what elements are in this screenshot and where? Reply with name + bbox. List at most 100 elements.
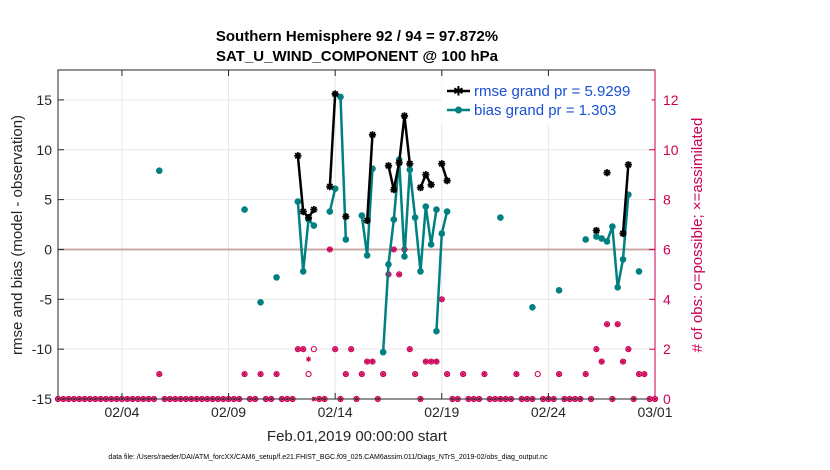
bias-point [294, 198, 302, 205]
rmse-point [400, 112, 409, 120]
x-tick-label: 02/14 [318, 404, 353, 420]
chart-title: Southern Hemisphere 92 / 94 = 97.872% [216, 28, 498, 45]
legend-bias-label: bias grand pr = 1.303 [474, 102, 616, 119]
obs-assimilated-point [599, 359, 605, 365]
obs-markers [54, 246, 659, 403]
obs-assimilated-point [305, 356, 312, 362]
obs-assimilated-point [412, 371, 418, 377]
obs-assimilated-stroke [380, 371, 386, 377]
right-tick-label: 2 [663, 341, 671, 357]
rmse-point-stroke [625, 161, 632, 168]
rmse-point [331, 90, 339, 98]
rmse-line [296, 155, 315, 219]
data-file-footer: data file: /Users/raeder/DAI/ATM_forcXX/… [108, 454, 548, 461]
y-axis-label: rmse and bias (model - observation) [9, 115, 26, 355]
obs-possible-point [310, 346, 317, 353]
rmse-line [328, 93, 337, 187]
obs-assimilated-stroke [412, 371, 418, 377]
rmse-point [406, 160, 414, 168]
legend-rmse-marker: ✱ [453, 85, 464, 100]
rmse-point-stroke [401, 112, 408, 120]
rmse-point [368, 131, 377, 139]
obs-assimilated-stroke [460, 371, 466, 377]
rmse-point [390, 186, 398, 194]
obs-assimilated-point [369, 359, 376, 365]
rmse-point [304, 213, 313, 222]
obs-assimilated-point [556, 371, 562, 377]
right-tick-label: 10 [663, 142, 679, 158]
rmse-point [427, 181, 435, 189]
obs-assimilated-point [604, 321, 610, 327]
obs-assimilated-stroke [620, 359, 626, 364]
obs-assimilated-stroke [348, 346, 354, 352]
x-tick-label: 02/19 [424, 404, 459, 420]
obs-assimilated-point [295, 346, 301, 352]
y-tick-label: 15 [36, 92, 52, 108]
y-tick-label: -15 [32, 391, 52, 407]
obs-assimilated-point [460, 371, 466, 377]
rmse-point-stroke [310, 206, 318, 213]
bias-point [619, 256, 627, 263]
bias-point [438, 230, 446, 237]
y-tick-label: 5 [44, 192, 52, 208]
obs-assimilated-stroke [556, 371, 562, 377]
rmse-point [592, 226, 600, 235]
rmse-point-stroke [363, 217, 371, 224]
obs-assimilated-stroke [636, 371, 642, 377]
bias-line [328, 188, 337, 212]
bias-point [555, 287, 563, 294]
bias-point [310, 222, 318, 229]
obs-assimilated-stroke [599, 359, 604, 364]
obs-assimilated-point [615, 321, 621, 327]
obs-assimilated-stroke [482, 371, 487, 377]
obs-assimilated-stroke [594, 346, 599, 352]
obs-assimilated-stroke [332, 346, 338, 352]
obs-assimilated-point [641, 371, 647, 377]
bias-point [401, 253, 408, 260]
rmse-point [438, 160, 446, 168]
bias-point [433, 206, 440, 213]
legend-box [441, 77, 652, 125]
rmse-point [603, 169, 611, 177]
obs-assimilated-stroke [604, 321, 610, 327]
obs-assimilated-point [433, 359, 440, 365]
y-tick-label: -10 [32, 341, 52, 357]
rmse-point [363, 216, 371, 225]
bias-point [385, 261, 392, 268]
bias-point [417, 268, 424, 275]
bias-point [598, 235, 605, 242]
obs-assimilated-point [620, 359, 626, 365]
obs-assimilated-stroke [642, 371, 647, 377]
bias-point [299, 268, 307, 275]
x-axis-label: Feb.01,2019 00:00:00 start [267, 428, 448, 445]
obs-assimilated-stroke [428, 359, 434, 364]
bias-point [422, 203, 430, 210]
rmse-point [294, 152, 302, 160]
obs-assimilated-point [583, 371, 589, 377]
bias-point [529, 303, 536, 311]
bias-point [342, 236, 350, 243]
rmse-line [621, 164, 630, 234]
y-tick-label: 0 [44, 241, 52, 257]
obs-assimilated-point [380, 371, 386, 377]
obs-assimilated-stroke [300, 346, 306, 352]
obs-assimilated-point [396, 271, 402, 277]
obs-assimilated-point [391, 246, 397, 253]
obs-assimilated-point [343, 371, 349, 377]
rmse-point-stroke [342, 213, 350, 220]
bias-point [363, 252, 371, 259]
bias-point [326, 208, 334, 215]
bias-point [337, 93, 344, 101]
rmse-point-stroke [593, 227, 600, 234]
rmse-point [624, 161, 632, 169]
obs-assimilated-stroke [242, 371, 247, 377]
obs-assimilated-point [428, 359, 434, 365]
obs-assimilated-stroke [359, 371, 365, 377]
rmse-point [619, 229, 627, 238]
rmse-point [299, 207, 307, 216]
bias-point [614, 284, 621, 291]
obs-assimilated-point [300, 346, 306, 352]
obs-assimilated-point [241, 371, 248, 377]
obs-assimilated-stroke [423, 359, 429, 364]
bias-point [593, 233, 600, 240]
